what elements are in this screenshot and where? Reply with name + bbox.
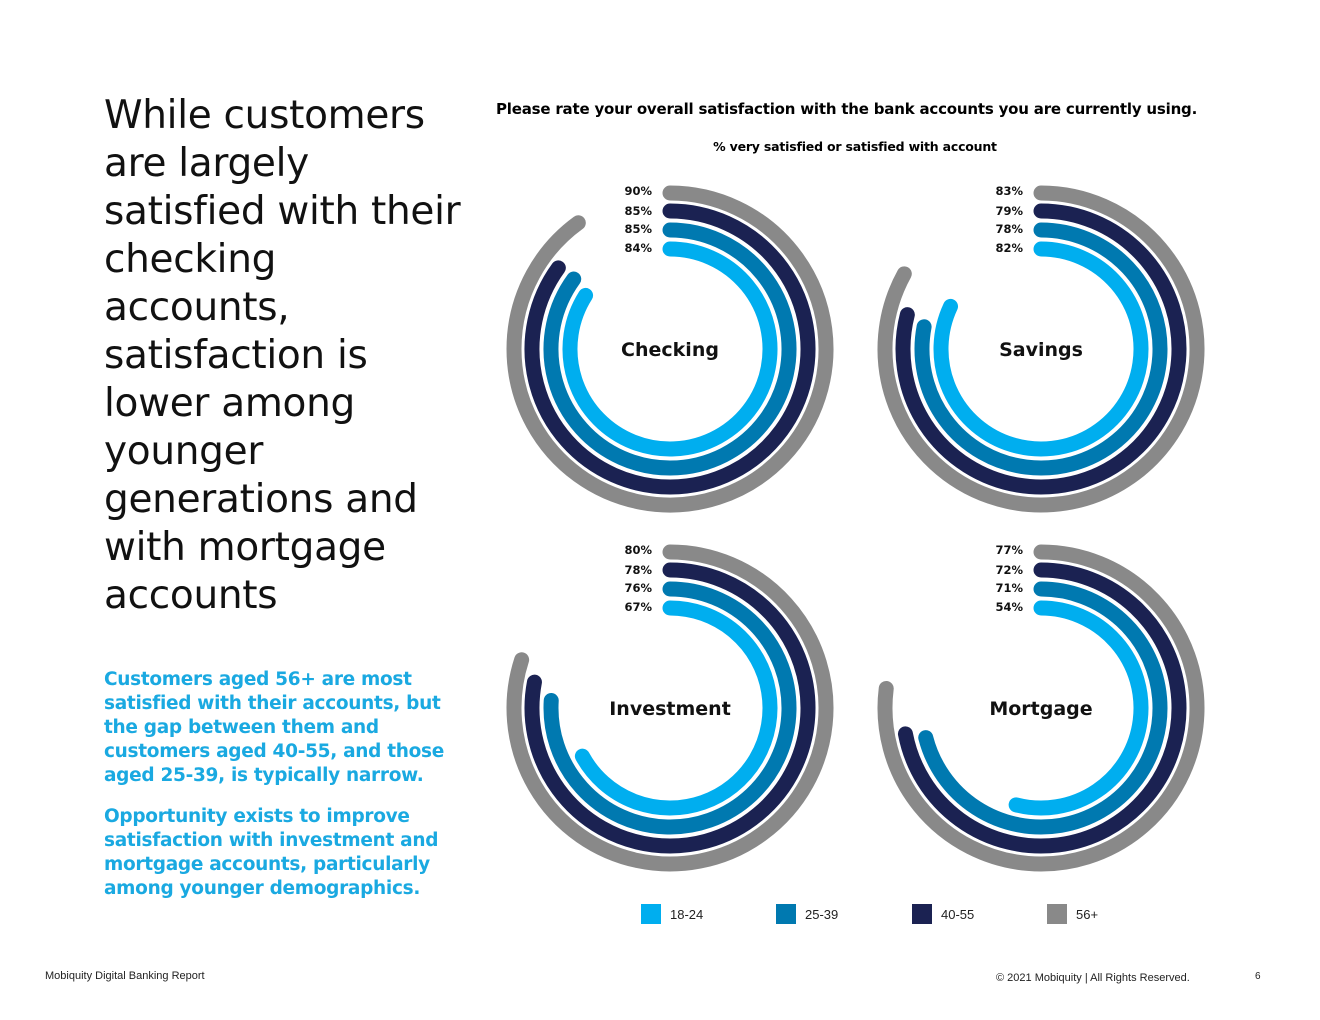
- insight-paragraph-1: Customers aged 56+ are most satisfied wi…: [104, 669, 445, 786]
- arc-savings-40-55: [895, 203, 1187, 495]
- legend-label-56-plus: 56+: [1076, 907, 1099, 922]
- value-label-checking-56-plus: 90%: [624, 184, 652, 198]
- value-label-investment-56-plus: 80%: [624, 543, 652, 557]
- footer-report-name: Mobiquity Digital Banking Report: [45, 970, 205, 982]
- arc-mortgage-25-39: [918, 581, 1168, 835]
- value-label-savings-25-39: 78%: [995, 222, 1023, 236]
- page-number: 6: [1255, 971, 1261, 982]
- value-label-savings-18-24: 82%: [995, 241, 1023, 255]
- arc-mortgage-56-plus: [877, 544, 1205, 872]
- arc-investment-18-24: [574, 600, 778, 816]
- legend-swatch-56-plus: [1047, 904, 1067, 924]
- arc-savings-18-24: [933, 241, 1149, 457]
- value-label-mortgage-18-24: 54%: [995, 600, 1023, 614]
- footer-copyright: © 2021 Mobiquity | All Rights Reserved.: [996, 972, 1190, 984]
- radial-chart-investment: 67% 76% 78% 80% Investment: [506, 543, 834, 872]
- arc-savings-56-plus: [877, 185, 1205, 513]
- insight-paragraph-2: Opportunity exists to improve satisfacti…: [104, 806, 439, 899]
- chart-subtitle: % very satisfied or satisfied with accou…: [713, 139, 997, 154]
- legend-label-25-39: 25-39: [805, 907, 839, 922]
- arc-checking-25-39: [543, 222, 797, 476]
- value-label-savings-56-plus: 83%: [995, 184, 1023, 198]
- arc-savings-25-39: [914, 222, 1168, 476]
- value-label-savings-40-55: 79%: [995, 204, 1023, 218]
- arc-investment-40-55: [524, 562, 816, 854]
- radial-chart-savings: 82% 78% 79% 83% Savings: [877, 184, 1205, 513]
- chart-label-savings: Savings: [999, 339, 1083, 361]
- value-label-checking-40-55: 85%: [624, 204, 652, 218]
- arc-investment-25-39: [543, 581, 797, 835]
- value-label-mortgage-25-39: 71%: [995, 581, 1023, 595]
- chart-label-checking: Checking: [621, 339, 719, 361]
- value-label-checking-25-39: 85%: [624, 222, 652, 236]
- headline: While customers are largely satisfied wi…: [104, 93, 461, 618]
- arc-mortgage-40-55: [897, 562, 1187, 854]
- legend-label-40-55: 40-55: [941, 907, 975, 922]
- value-label-mortgage-40-55: 72%: [995, 563, 1023, 577]
- arc-investment-56-plus: [506, 544, 834, 872]
- arc-checking-56-plus: [506, 185, 834, 513]
- arc-checking-40-55: [524, 203, 816, 495]
- radial-chart-mortgage: 54% 71% 72% 77% Mortgage: [877, 543, 1205, 872]
- value-label-investment-40-55: 78%: [624, 563, 652, 577]
- value-label-investment-18-24: 67%: [624, 600, 652, 614]
- value-label-mortgage-56-plus: 77%: [995, 543, 1023, 557]
- chart-label-investment: Investment: [609, 698, 731, 720]
- legend-swatch-18-24: [641, 904, 661, 924]
- arc-mortgage-18-24: [1008, 600, 1149, 816]
- value-label-investment-25-39: 76%: [624, 581, 652, 595]
- legend-label-18-24: 18-24: [670, 907, 704, 922]
- value-label-checking-18-24: 84%: [624, 241, 652, 255]
- arc-checking-18-24: [562, 241, 778, 457]
- radial-chart-checking: 84% 85% 85% 90% Checking: [506, 184, 834, 513]
- chart-title: Please rate your overall satisfaction wi…: [496, 100, 1198, 118]
- legend-swatch-25-39: [776, 904, 796, 924]
- chart-label-mortgage: Mortgage: [989, 698, 1092, 720]
- legend-swatch-40-55: [912, 904, 932, 924]
